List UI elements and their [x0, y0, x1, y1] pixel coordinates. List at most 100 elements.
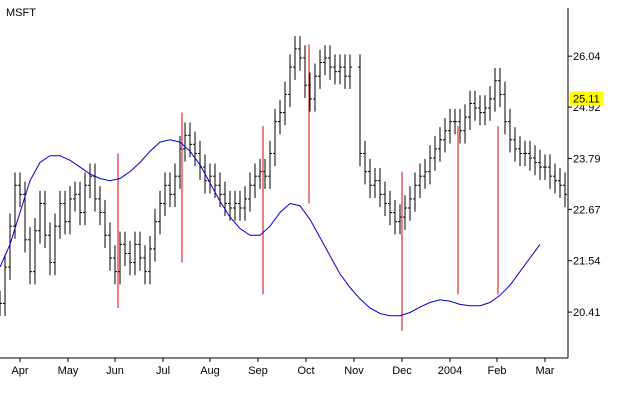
- price-bar: [43, 190, 47, 248]
- price-bar: [523, 140, 527, 167]
- price-bar: [468, 90, 472, 130]
- price-bar: [28, 227, 32, 285]
- last-price-tag: 25.11: [570, 91, 603, 106]
- price-bar: [313, 63, 317, 112]
- price-bar: [273, 108, 277, 167]
- price-bar: [453, 108, 457, 135]
- price-bar: [433, 136, 437, 171]
- price-bar: [233, 190, 237, 221]
- price-bar: [168, 172, 172, 208]
- x-tick-label: Apr: [11, 365, 28, 377]
- price-bar: [303, 45, 307, 98]
- chart-title: MSFT: [6, 7, 36, 19]
- price-bar: [83, 172, 87, 226]
- price-bar: [373, 168, 377, 198]
- price-bar: [88, 163, 92, 198]
- price-bar: [323, 45, 327, 76]
- last-price-box: [570, 91, 603, 106]
- price-bar: [553, 163, 557, 194]
- price-bar: [423, 158, 427, 189]
- price-bar: [438, 127, 442, 162]
- price-bar: [258, 158, 262, 189]
- price-bar: [543, 154, 547, 180]
- price-bar: [283, 81, 287, 126]
- price-bar: [58, 190, 62, 239]
- y-tick-label: 21.54: [573, 256, 601, 268]
- price-bar: [498, 68, 502, 108]
- price-bar: [458, 108, 462, 144]
- x-tick-label: Jul: [156, 365, 170, 377]
- price-bar: [38, 190, 42, 244]
- x-tick-label: Oct: [297, 365, 314, 377]
- price-bar: [248, 172, 252, 212]
- price-bar: [478, 95, 482, 126]
- price-bar: [48, 222, 52, 276]
- price-bar: [508, 108, 512, 153]
- price-bar: [383, 181, 387, 217]
- price-bar: [103, 199, 107, 248]
- price-bar: [268, 140, 272, 189]
- price-bar: [463, 104, 467, 144]
- price-bar: [563, 172, 567, 208]
- price-bar: [288, 54, 292, 108]
- price-bar: [73, 181, 77, 212]
- last-price-label: 25.11: [573, 93, 600, 105]
- price-bar: [153, 208, 157, 262]
- price-bar: [538, 149, 542, 180]
- price-bar: [138, 231, 142, 271]
- price-bar: [193, 131, 197, 167]
- price-bar: [488, 86, 492, 121]
- price-bar: [158, 190, 162, 235]
- price-bar: [503, 81, 507, 135]
- price-bar: [428, 145, 432, 185]
- price-bar: [143, 245, 147, 285]
- price-bar: [358, 54, 362, 167]
- x-tick-label: Sep: [248, 365, 268, 377]
- price-bar: [418, 163, 422, 198]
- price-bar: [128, 240, 132, 276]
- price-bar: [558, 168, 562, 198]
- cycle-line: [0, 139, 541, 317]
- price-bar: [238, 190, 242, 221]
- price-bar: [228, 190, 232, 221]
- price-bar: [293, 36, 297, 80]
- price-bar: [493, 68, 497, 112]
- x-tick-label: Mar: [536, 365, 555, 377]
- x-tick-label: Jun: [106, 365, 124, 377]
- price-bar: [123, 231, 127, 267]
- price-bar: [328, 45, 332, 80]
- price-bar: [318, 49, 322, 89]
- price-bar: [368, 158, 372, 198]
- price-bar: [348, 54, 352, 89]
- price-bar: [253, 163, 257, 198]
- x-tick-label: May: [58, 365, 79, 377]
- price-bar: [443, 118, 447, 153]
- price-bar: [33, 218, 37, 285]
- y-tick-label: 26.04: [573, 51, 601, 63]
- price-bar: [483, 95, 487, 126]
- price-bar: [98, 186, 102, 226]
- cycle-markers: [117, 44, 499, 331]
- price-bar: [378, 168, 382, 208]
- price-bar: [243, 186, 247, 221]
- price-bar: [63, 190, 67, 235]
- price-bar: [133, 231, 137, 276]
- x-tick-label: Nov: [344, 365, 364, 377]
- price-bar: [18, 172, 22, 208]
- price-bar: [68, 186, 72, 235]
- x-tick-label: Feb: [488, 365, 507, 377]
- price-bar: [448, 108, 452, 144]
- price-bar: [163, 172, 167, 217]
- price-bar: [403, 195, 407, 230]
- price-bar: [53, 213, 57, 276]
- price-bar: [278, 99, 282, 135]
- price-bar: [298, 36, 302, 71]
- price-bar: [113, 245, 117, 285]
- price-bar: [413, 172, 417, 212]
- y-tick-label: 23.79: [573, 153, 601, 165]
- price-bar: [3, 254, 7, 317]
- price-bar: [183, 122, 187, 162]
- x-axis: Apr May Jun Jul Aug Sep Oct Nov Dec 2004 Feb Mar: [11, 358, 555, 377]
- x-tick-label: 2004: [438, 365, 462, 377]
